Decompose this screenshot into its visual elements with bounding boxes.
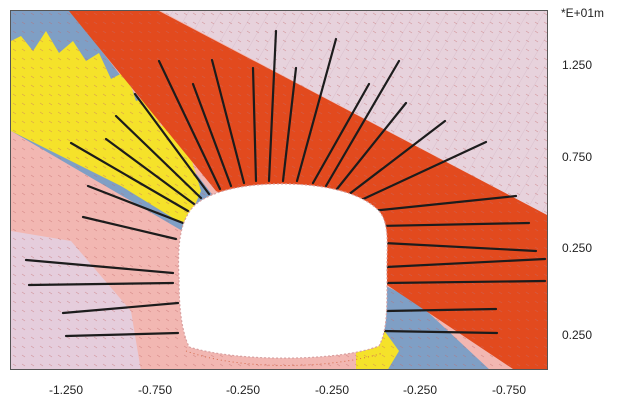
rock-bolt (64, 331, 180, 338)
rock-bolt (295, 37, 338, 183)
x-tick-label: -0.250 (225, 383, 261, 397)
x-tick-label: -0.250 (402, 383, 438, 397)
rock-bolt (104, 137, 196, 206)
y-tick-label: 0.250 (562, 328, 593, 342)
rock-bolt (86, 184, 185, 225)
x-tick-label: -0.750 (491, 383, 527, 397)
rock-bolt (335, 101, 408, 191)
y-tick-label: 0.250 (562, 241, 593, 255)
x-tick-label: -1.250 (48, 383, 84, 397)
rock-bolt (384, 257, 547, 269)
rock-bolt (346, 119, 447, 197)
rock-bolt (24, 258, 175, 275)
rock-bolt (384, 307, 498, 313)
rock-bolt (69, 141, 190, 213)
y-tick-label: 0.750 (562, 150, 593, 164)
rock-bolt (133, 92, 211, 196)
rock-bolt (281, 66, 298, 183)
x-tick-label: -0.750 (137, 383, 173, 397)
tunnel-excavation (177, 183, 388, 359)
rock-bolts (24, 29, 547, 338)
rock-bolt (267, 29, 278, 183)
rock-bolt (382, 241, 538, 253)
rock-bolt (384, 279, 547, 285)
rock-bolt (81, 215, 178, 241)
axis-unit-label: *E+01m (561, 6, 605, 20)
rock-bolt (61, 301, 180, 315)
rock-bolt (210, 58, 246, 185)
rock-bolt (157, 59, 222, 191)
rock-bolt (251, 66, 258, 183)
rock-bolt (357, 140, 488, 203)
rock-bolt (27, 281, 175, 287)
rock-bolt (324, 59, 401, 188)
rock-bolt (377, 221, 531, 228)
plot-area (10, 10, 548, 370)
rock-bolt (114, 114, 203, 200)
plot-canvas (11, 11, 547, 369)
rock-bolt (191, 82, 233, 188)
x-tick-label: -0.250 (314, 383, 350, 397)
rock-bolt (369, 194, 518, 213)
rock-bolt (380, 329, 499, 335)
rock-bolt (311, 82, 371, 185)
y-tick-label: 1.250 (562, 58, 593, 72)
